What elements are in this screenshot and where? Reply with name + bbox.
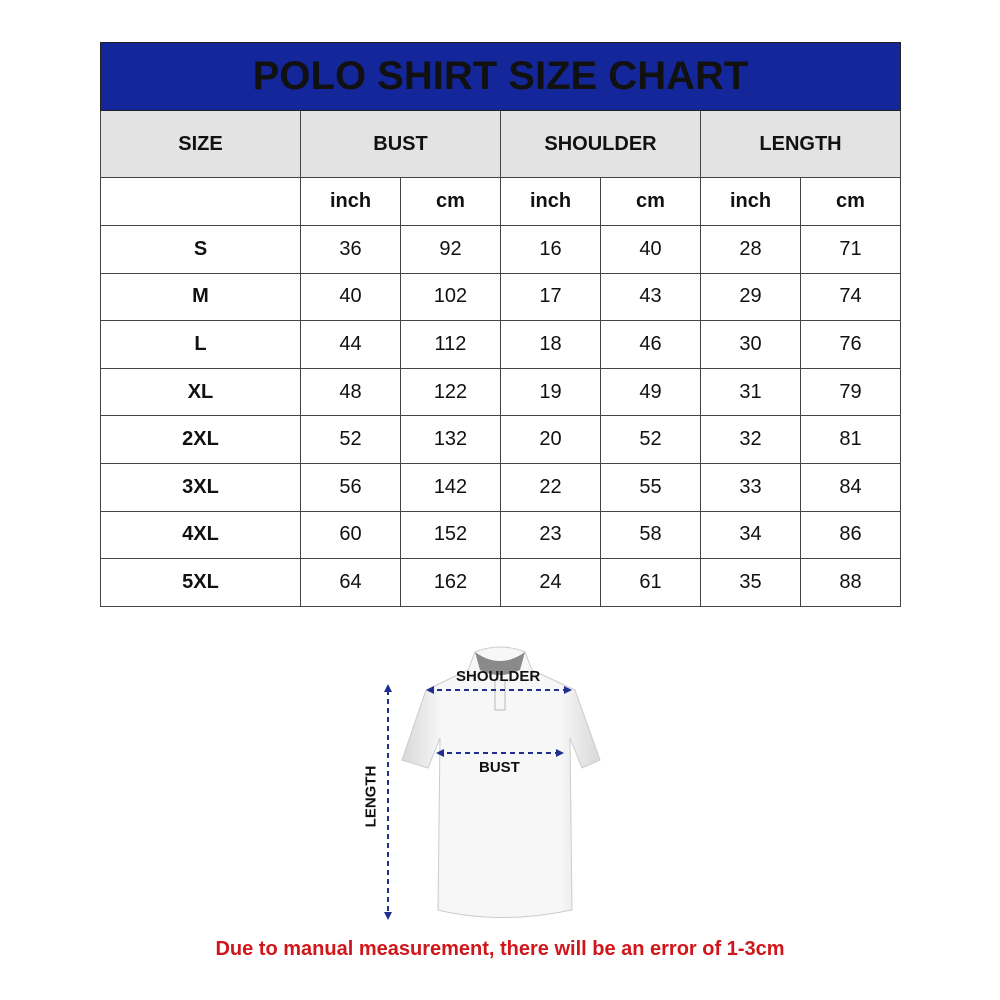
value-cell: 84 (799, 462, 902, 512)
value-cell: 24 (500, 558, 601, 607)
shoulder-label: SHOULDER (456, 668, 541, 685)
value-cell: 55 (600, 462, 701, 512)
table-row: L 44 112 18 46 30 76 (100, 320, 902, 369)
value-cell: 18 (500, 320, 601, 369)
value-cell: 52 (600, 415, 701, 464)
value-cell: 86 (799, 510, 902, 560)
value-cell: 32 (700, 415, 801, 464)
header-length: LENGTH (699, 110, 902, 178)
value-cell: 162 (400, 558, 501, 607)
value-cell: 74 (799, 272, 902, 322)
value-cell: 30 (700, 320, 801, 369)
size-cell: S (100, 225, 301, 274)
table-row: 3XL 56 142 22 55 33 84 (100, 462, 902, 512)
value-cell: 71 (799, 225, 902, 274)
bust-label: BUST (479, 759, 520, 776)
value-cell: 79 (799, 367, 902, 417)
value-cell: 36 (300, 225, 401, 274)
table-row: 5XL 64 162 24 61 35 88 (100, 558, 902, 607)
value-cell: 142 (400, 462, 501, 512)
value-cell: 16 (500, 225, 601, 274)
size-cell: M (100, 272, 301, 322)
value-cell: 76 (799, 320, 902, 369)
value-cell: 81 (799, 415, 902, 464)
value-cell: 34 (700, 510, 801, 560)
value-cell: 31 (700, 367, 801, 417)
value-cell: 29 (700, 272, 801, 322)
value-cell: 43 (600, 272, 701, 322)
unit-header: cm (799, 177, 902, 226)
value-cell: 61 (600, 558, 701, 607)
value-cell: 22 (500, 462, 601, 512)
unit-header: cm (400, 177, 501, 226)
value-cell: 35 (700, 558, 801, 607)
size-cell: 5XL (100, 558, 301, 607)
value-cell: 40 (300, 272, 401, 322)
value-cell: 44 (300, 320, 401, 369)
value-cell: 28 (700, 225, 801, 274)
size-cell: XL (100, 367, 301, 417)
size-cell: 3XL (100, 462, 301, 512)
header-shoulder: SHOULDER (500, 110, 701, 178)
table-row: 2XL 52 132 20 52 32 81 (100, 415, 902, 464)
chart-title: POLO SHIRT SIZE CHART (99, 42, 902, 111)
value-cell: 33 (700, 462, 801, 512)
units-row: inch cm inch cm inch cm (100, 177, 902, 226)
value-cell: 23 (500, 510, 601, 560)
value-cell: 19 (500, 367, 601, 417)
value-cell: 102 (400, 272, 501, 322)
value-cell: 64 (300, 558, 401, 607)
measurement-note: Due to manual measurement, there will be… (215, 938, 785, 960)
unit-header: inch (500, 177, 601, 226)
table-row: M 40 102 17 43 29 74 (100, 272, 902, 322)
size-cell: 4XL (100, 510, 301, 560)
value-cell: 58 (600, 510, 701, 560)
value-cell: 122 (400, 367, 501, 417)
polo-shirt-illustration (384, 646, 601, 920)
value-cell: 132 (400, 415, 501, 464)
table-row: XL 48 122 19 49 31 79 (100, 367, 902, 417)
size-chart-table: POLO SHIRT SIZE CHART SIZE BUST SHOULDER… (99, 42, 902, 607)
value-cell: 60 (300, 510, 401, 560)
value-cell: 20 (500, 415, 601, 464)
header-size: SIZE (100, 110, 301, 178)
table-row: 4XL 60 152 23 58 34 86 (100, 510, 902, 560)
shirt-diagram: SHOULDER BUST LENGTH (360, 640, 620, 930)
value-cell: 46 (600, 320, 701, 369)
value-cell: 56 (300, 462, 401, 512)
header-bust: BUST (300, 110, 501, 178)
value-cell: 152 (400, 510, 501, 560)
value-cell: 48 (300, 367, 401, 417)
value-cell: 92 (400, 225, 501, 274)
value-cell: 40 (600, 225, 701, 274)
value-cell: 88 (799, 558, 902, 607)
unit-header: cm (600, 177, 701, 226)
unit-header: inch (300, 177, 401, 226)
size-cell: 2XL (100, 415, 301, 464)
value-cell: 112 (400, 320, 501, 369)
value-cell: 52 (300, 415, 401, 464)
size-cell: L (100, 320, 301, 369)
value-cell: 17 (500, 272, 601, 322)
value-cell: 49 (600, 367, 701, 417)
table-row: S 36 92 16 40 28 71 (100, 225, 902, 274)
unit-header: inch (700, 177, 801, 226)
length-label: LENGTH (362, 765, 380, 828)
